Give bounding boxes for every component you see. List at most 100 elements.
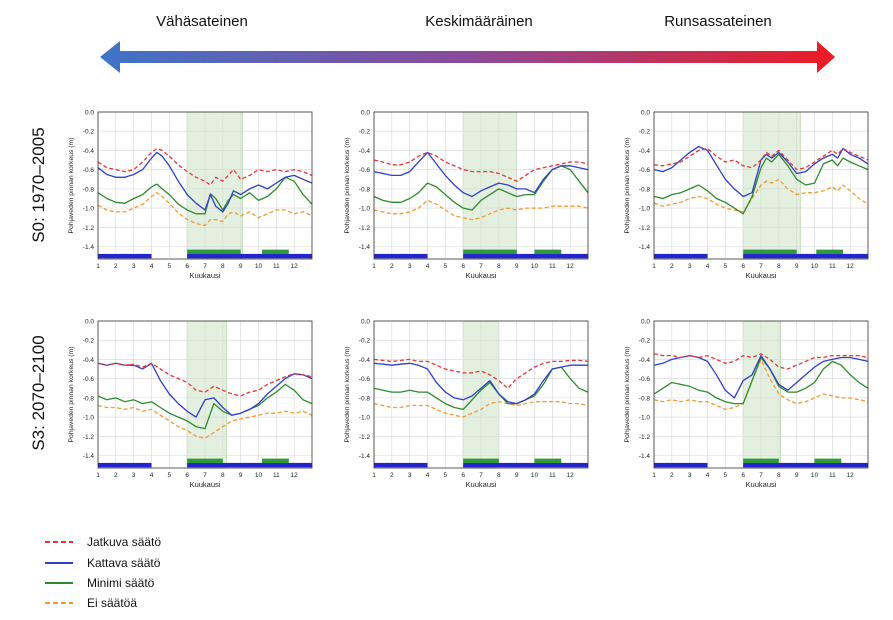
y-tick-label: -0.4 bbox=[83, 148, 95, 155]
series-line-kattava bbox=[373, 362, 588, 405]
x-tick-label: 8 bbox=[221, 472, 225, 479]
x-tick-label: 2 bbox=[114, 263, 118, 270]
y-tick-label: 0.0 bbox=[641, 319, 650, 326]
x-tick-label: 2 bbox=[114, 472, 118, 479]
y-tick-label: -1.2 bbox=[83, 434, 95, 441]
y-tick-label: -1.2 bbox=[359, 434, 371, 441]
chart-panel-s3-2: 0.0-0.2-0.4-0.6-0.8-1.0-1.2-1.41 2 3 4 5 6 7 8 9… bbox=[344, 319, 589, 489]
x-tick-label: 9 bbox=[239, 263, 243, 270]
y-tick-label: -1.0 bbox=[639, 206, 651, 213]
plot-frame bbox=[97, 320, 313, 469]
y-tick-label: -0.8 bbox=[359, 395, 371, 402]
y-tick-label: -0.8 bbox=[83, 186, 95, 193]
series-line-kattava bbox=[653, 145, 869, 198]
series-line-ei bbox=[653, 178, 869, 213]
x-axis-label: Kuukausi bbox=[746, 480, 777, 489]
series-line-jatkuva bbox=[373, 151, 589, 182]
x-tick-label: 12 bbox=[291, 472, 299, 479]
row-label-s3: S3: 2070–2100 bbox=[29, 335, 48, 450]
y-tick-label: -0.8 bbox=[359, 186, 371, 193]
legend-label-minimi: Minimi säätö bbox=[87, 576, 155, 590]
y-tick-label: -0.2 bbox=[639, 338, 651, 345]
x-tick-label: 12 bbox=[567, 472, 575, 479]
period-bar-green bbox=[814, 458, 842, 464]
x-tick-label: 12 bbox=[847, 263, 855, 270]
x-tick-label: 10 bbox=[531, 263, 539, 270]
chart-panel-s3-3: 0.0-0.2-0.4-0.6-0.8-1.0-1.2-1.41 2 3 4 5 6 7 8 9… bbox=[624, 319, 869, 489]
y-tick-label: -0.6 bbox=[639, 376, 651, 383]
header-left-label: Vähäsateinen bbox=[156, 13, 248, 30]
period-bar-green bbox=[463, 458, 499, 464]
x-tick-label: 1 bbox=[372, 472, 376, 479]
chart-panel-s0-3: 0.0-0.2-0.4-0.6-0.8-1.0-1.2-1.41 2 3 4 5 6 7 8 9… bbox=[624, 110, 869, 280]
period-bar-green bbox=[463, 249, 517, 255]
x-tick-label: 12 bbox=[291, 263, 299, 270]
period-bar-blue bbox=[187, 462, 312, 468]
y-axis-label: Pohjaveden pinnan korkeus (m) bbox=[624, 347, 631, 443]
y-axis-label: Pohjaveden pinnan korkeus (m) bbox=[68, 138, 75, 234]
summer-shade-band bbox=[742, 111, 801, 260]
x-tick-label: 9 bbox=[515, 263, 519, 270]
y-tick-label: -0.2 bbox=[83, 129, 95, 136]
y-tick-label: -1.0 bbox=[359, 415, 371, 422]
x-tick-label: 7 bbox=[203, 472, 207, 479]
y-tick-label: -1.2 bbox=[359, 225, 371, 232]
x-tick-label: 11 bbox=[829, 472, 836, 479]
x-tick-label: 11 bbox=[549, 263, 556, 270]
x-tick-label: 7 bbox=[479, 472, 483, 479]
period-bar-green bbox=[187, 249, 241, 255]
period-bar-blue bbox=[374, 462, 428, 468]
x-tick-label: 7 bbox=[759, 263, 763, 270]
period-bar-blue bbox=[743, 253, 868, 259]
period-bar-green bbox=[534, 249, 562, 255]
series-line-jatkuva bbox=[653, 147, 869, 171]
y-tick-label: -1.0 bbox=[359, 206, 371, 213]
x-tick-label: 6 bbox=[741, 472, 745, 479]
x-tick-label: 2 bbox=[670, 263, 674, 270]
period-bar-blue bbox=[654, 462, 708, 468]
x-tick-label: 11 bbox=[273, 472, 280, 479]
x-tick-label: 9 bbox=[239, 472, 243, 479]
x-tick-label: 1 bbox=[652, 472, 656, 479]
x-tick-label: 4 bbox=[706, 472, 710, 479]
x-tick-label: 12 bbox=[567, 263, 575, 270]
x-tick-label: 8 bbox=[777, 263, 781, 270]
x-tick-label: 7 bbox=[759, 472, 763, 479]
x-tick-label: 3 bbox=[408, 263, 412, 270]
y-tick-label: -0.2 bbox=[83, 338, 95, 345]
x-tick-label: 3 bbox=[688, 263, 692, 270]
x-tick-label: 4 bbox=[150, 263, 154, 270]
y-tick-label: -1.4 bbox=[359, 453, 371, 460]
x-tick-label: 9 bbox=[795, 263, 799, 270]
x-axis-label: Kuukausi bbox=[466, 271, 497, 280]
chart-panel-s3-1: 0.0-0.2-0.4-0.6-0.8-1.0-1.2-1.41 2 3 4 5 6 7 8 9… bbox=[68, 319, 313, 489]
y-tick-label: 0.0 bbox=[641, 110, 650, 117]
y-tick-label: -0.2 bbox=[359, 129, 371, 136]
x-tick-label: 6 bbox=[461, 472, 465, 479]
y-tick-label: -0.6 bbox=[359, 376, 371, 383]
summer-shade-band bbox=[742, 320, 781, 469]
period-bar-green bbox=[743, 458, 779, 464]
y-tick-label: -0.6 bbox=[83, 376, 95, 383]
period-bar-green bbox=[816, 249, 844, 255]
x-tick-label: 5 bbox=[444, 263, 448, 270]
y-tick-label: 0.0 bbox=[361, 110, 370, 117]
legend-label-jatkuva: Jatkuva säätö bbox=[87, 535, 161, 549]
period-bar-blue bbox=[463, 253, 588, 259]
period-bar-green bbox=[262, 458, 289, 464]
series-line-minimi bbox=[653, 153, 869, 215]
x-tick-label: 10 bbox=[255, 472, 263, 479]
y-tick-label: 0.0 bbox=[85, 110, 94, 117]
y-tick-label: -1.2 bbox=[639, 225, 651, 232]
x-tick-label: 7 bbox=[479, 263, 483, 270]
x-tick-label: 8 bbox=[221, 263, 225, 270]
y-tick-label: -0.4 bbox=[359, 357, 371, 364]
x-tick-label: 11 bbox=[549, 472, 556, 479]
x-tick-label: 4 bbox=[426, 472, 430, 479]
x-tick-label: 3 bbox=[132, 472, 136, 479]
x-tick-label: 10 bbox=[811, 472, 819, 479]
series-line-minimi bbox=[653, 356, 869, 405]
period-bar-green bbox=[262, 249, 289, 255]
series-line-jatkuva bbox=[97, 362, 313, 397]
